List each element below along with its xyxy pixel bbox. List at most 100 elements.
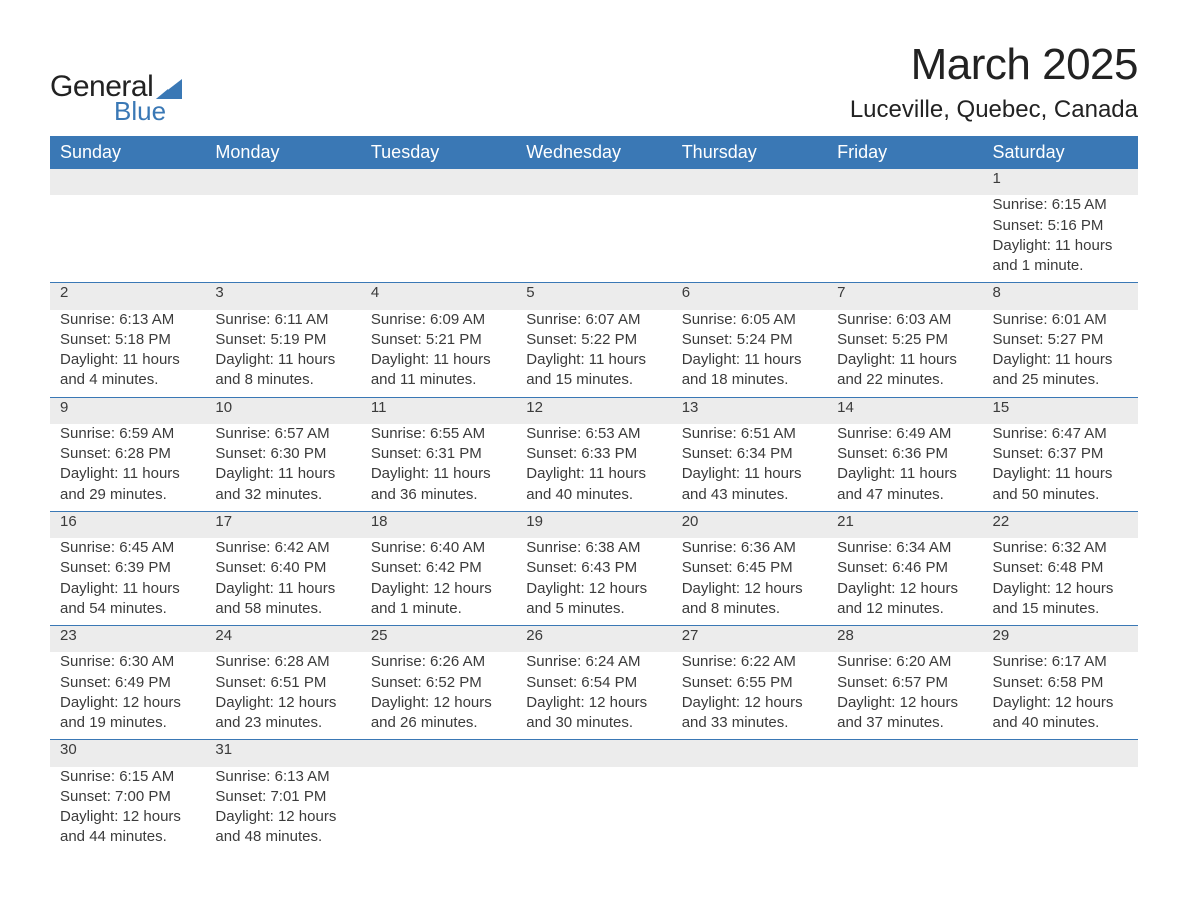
day1-text: Daylight: 11 hours bbox=[993, 236, 1128, 256]
sunrise-text: Sunrise: 6:13 AM bbox=[60, 310, 195, 330]
day-data-cell: Sunrise: 6:32 AMSunset: 6:48 PMDaylight:… bbox=[983, 538, 1138, 626]
sunrise-text: Sunrise: 6:47 AM bbox=[993, 424, 1128, 444]
day-number-cell: 3 bbox=[205, 283, 360, 310]
day-number-cell bbox=[516, 169, 671, 195]
weekday-header: Wednesday bbox=[516, 136, 671, 169]
day-data-row: Sunrise: 6:13 AMSunset: 5:18 PMDaylight:… bbox=[50, 310, 1138, 398]
day-data-cell: Sunrise: 6:36 AMSunset: 6:45 PMDaylight:… bbox=[672, 538, 827, 626]
day2-text: and 58 minutes. bbox=[215, 599, 350, 619]
day1-text: Daylight: 12 hours bbox=[526, 693, 661, 713]
day-number-cell: 28 bbox=[827, 626, 982, 653]
day-data-row: Sunrise: 6:45 AMSunset: 6:39 PM Daylight:… bbox=[50, 538, 1138, 626]
day-data-cell: Sunrise: 6:53 AMSunset: 6:33 PMDaylight:… bbox=[516, 424, 671, 512]
day-number-cell: 27 bbox=[672, 626, 827, 653]
sunrise-text: Sunrise: 6:38 AM bbox=[526, 538, 661, 558]
sunset-text: Sunset: 6:34 PM bbox=[682, 444, 817, 464]
sunset-text: Sunset: 6:52 PM bbox=[371, 673, 506, 693]
day-number-cell: 26 bbox=[516, 626, 671, 653]
sunset-text: Sunset: 6:36 PM bbox=[837, 444, 972, 464]
day2-text: and 29 minutes. bbox=[60, 485, 195, 505]
day-number-cell bbox=[361, 169, 516, 195]
sunrise-text: Sunrise: 6:05 AM bbox=[682, 310, 817, 330]
day-number-cell: 22 bbox=[983, 511, 1138, 538]
day1-text: Daylight: 11 hours bbox=[60, 464, 195, 484]
sunrise-text: Sunrise: 6:24 AM bbox=[526, 652, 661, 672]
day-data-cell: Sunrise: 6:47 AMSunset: 6:37 PMDaylight:… bbox=[983, 424, 1138, 512]
day-number-cell: 20 bbox=[672, 511, 827, 538]
day-number-cell bbox=[50, 169, 205, 195]
day-number-cell: 4 bbox=[361, 283, 516, 310]
day-data-cell bbox=[361, 767, 516, 854]
day2-text: and 26 minutes. bbox=[371, 713, 506, 733]
day-data-cell bbox=[516, 767, 671, 854]
day-data-cell bbox=[672, 767, 827, 854]
sunset-text: Sunset: 5:25 PM bbox=[837, 330, 972, 350]
day-data-cell: Sunrise: 6:17 AMSunset: 6:58 PMDaylight:… bbox=[983, 652, 1138, 740]
day1-text: Daylight: 11 hours bbox=[371, 464, 506, 484]
sunrise-text: Sunrise: 6:34 AM bbox=[837, 538, 972, 558]
sunset-text: Sunset: 5:19 PM bbox=[215, 330, 350, 350]
sunrise-text: Sunrise: 6:51 AM bbox=[682, 424, 817, 444]
day-number-cell: 29 bbox=[983, 626, 1138, 653]
day-number-row: 9101112131415 bbox=[50, 397, 1138, 424]
day-number-cell: 18 bbox=[361, 511, 516, 538]
day2-text: and 54 minutes. bbox=[60, 599, 195, 619]
day-data-cell bbox=[827, 767, 982, 854]
day-data-row: Sunrise: 6:15 AMSunset: 5:16 PMDaylight:… bbox=[50, 195, 1138, 283]
sunset-text: Sunset: 6:30 PM bbox=[215, 444, 350, 464]
day-number-cell bbox=[516, 740, 671, 767]
sunset-text: Sunset: 7:00 PM bbox=[60, 787, 195, 807]
day-number-cell: 21 bbox=[827, 511, 982, 538]
day-number-cell bbox=[983, 740, 1138, 767]
day1-text: Daylight: 12 hours bbox=[682, 579, 817, 599]
day-number-row: 16171819202122 bbox=[50, 511, 1138, 538]
day-data-cell: Sunrise: 6:34 AMSunset: 6:46 PMDaylight:… bbox=[827, 538, 982, 626]
day-data-cell: Sunrise: 6:51 AMSunset: 6:34 PMDaylight:… bbox=[672, 424, 827, 512]
day2-text: and 18 minutes. bbox=[682, 370, 817, 390]
weekday-header: Thursday bbox=[672, 136, 827, 169]
day-data-cell: Sunrise: 6:24 AMSunset: 6:54 PMDaylight:… bbox=[516, 652, 671, 740]
sunset-text: Sunset: 5:22 PM bbox=[526, 330, 661, 350]
sunrise-text: Sunrise: 6:30 AM bbox=[60, 652, 195, 672]
sunset-text: Sunset: 5:16 PM bbox=[993, 216, 1128, 236]
day-data-cell bbox=[827, 195, 982, 283]
sunrise-text: Sunrise: 6:40 AM bbox=[371, 538, 506, 558]
day-data-row: Sunrise: 6:15 AMSunset: 7:00 PMDaylight:… bbox=[50, 767, 1138, 854]
day-data-cell: Sunrise: 6:09 AMSunset: 5:21 PMDaylight:… bbox=[361, 310, 516, 398]
sunset-text: Sunset: 6:40 PM bbox=[215, 558, 350, 578]
day-data-cell: Sunrise: 6:26 AMSunset: 6:52 PMDaylight:… bbox=[361, 652, 516, 740]
title-block: March 2025 Luceville, Quebec, Canada bbox=[850, 40, 1138, 124]
sunset-text: Sunset: 6:43 PM bbox=[526, 558, 661, 578]
day-number-cell bbox=[672, 169, 827, 195]
weekday-header: Monday bbox=[205, 136, 360, 169]
day-data-cell: Sunrise: 6:15 AMSunset: 5:16 PMDaylight:… bbox=[983, 195, 1138, 283]
day1-text: Daylight: 12 hours bbox=[837, 579, 972, 599]
day1-text: Daylight: 11 hours bbox=[837, 464, 972, 484]
day-number-cell: 30 bbox=[50, 740, 205, 767]
day2-text: and 30 minutes. bbox=[526, 713, 661, 733]
sunrise-text: Sunrise: 6:15 AM bbox=[60, 767, 195, 787]
day-number-cell: 8 bbox=[983, 283, 1138, 310]
day2-text: and 23 minutes. bbox=[215, 713, 350, 733]
page-header: General Blue March 2025 Luceville, Quebe… bbox=[50, 40, 1138, 124]
day2-text: and 15 minutes. bbox=[993, 599, 1128, 619]
day-number-cell: 9 bbox=[50, 397, 205, 424]
sunrise-text: Sunrise: 6:11 AM bbox=[215, 310, 350, 330]
day-data-cell: Sunrise: 6:20 AMSunset: 6:57 PMDaylight:… bbox=[827, 652, 982, 740]
sunset-text: Sunset: 6:39 PM bbox=[60, 558, 195, 578]
day-data-cell: Sunrise: 6:13 AMSunset: 7:01 PMDaylight:… bbox=[205, 767, 360, 854]
day-number-row: 3031 bbox=[50, 740, 1138, 767]
day-number-cell: 16 bbox=[50, 511, 205, 538]
day2-text: and 19 minutes. bbox=[60, 713, 195, 733]
day1-text: Daylight: 12 hours bbox=[993, 693, 1128, 713]
day2-text: and 44 minutes. bbox=[60, 827, 195, 847]
day-number-cell: 10 bbox=[205, 397, 360, 424]
day2-text: and 47 minutes. bbox=[837, 485, 972, 505]
day2-text: and 22 minutes. bbox=[837, 370, 972, 390]
sunrise-text: Sunrise: 6:45 AM bbox=[60, 538, 195, 558]
day1-text: Daylight: 12 hours bbox=[371, 693, 506, 713]
sunrise-text: Sunrise: 6:49 AM bbox=[837, 424, 972, 444]
day1-text: Daylight: 11 hours bbox=[215, 464, 350, 484]
sunset-text: Sunset: 6:48 PM bbox=[993, 558, 1128, 578]
day-data-cell bbox=[983, 767, 1138, 854]
